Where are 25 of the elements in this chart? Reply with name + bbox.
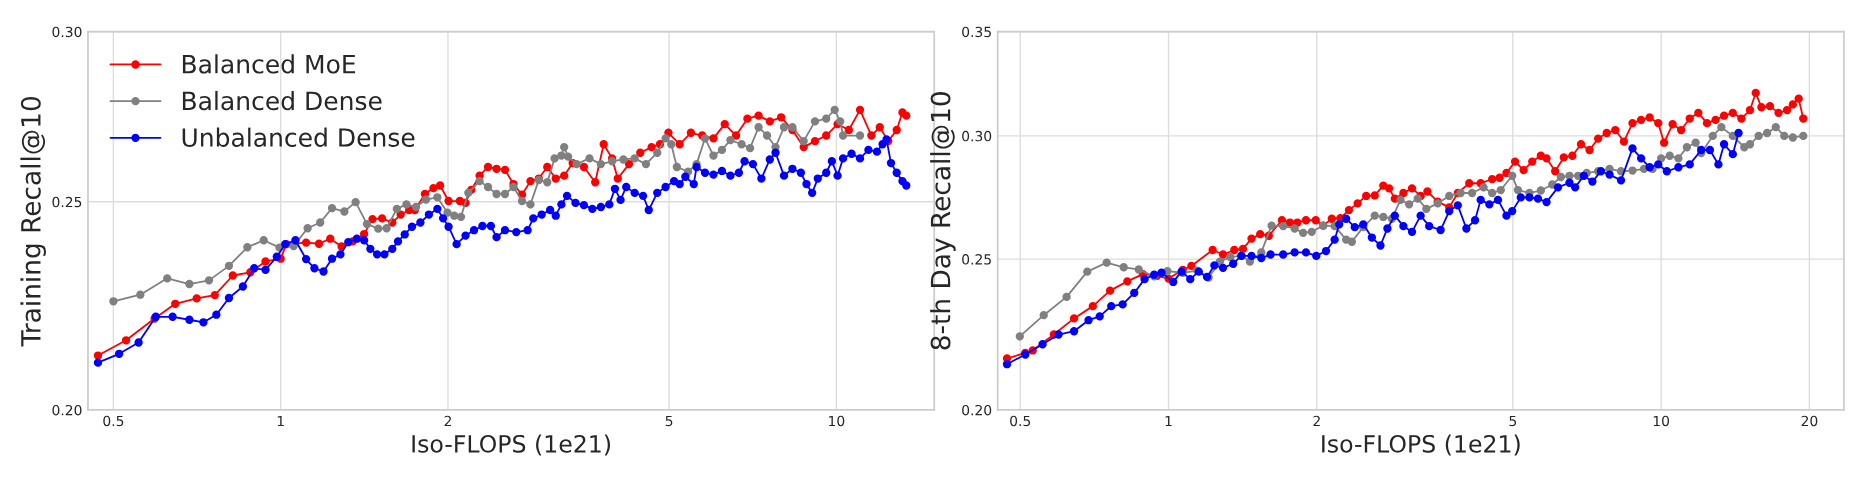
x-tick-label: 20 bbox=[1801, 415, 1818, 427]
y-tick-label: 0.25 bbox=[52, 196, 82, 208]
x-axis-title: Iso-FLOPS (1e21) bbox=[412, 434, 611, 456]
x-tick-label: 10 bbox=[1653, 415, 1670, 427]
y-axis-title: 8-th Day Recall@10 bbox=[930, 92, 956, 350]
y-tick-label: 0.20 bbox=[52, 404, 82, 416]
x-tick-label: 10 bbox=[829, 415, 845, 427]
legend-label: Balanced Dense bbox=[182, 90, 382, 111]
x-tick-label: 0.5 bbox=[103, 415, 124, 427]
x-tick-label: 5 bbox=[665, 415, 673, 427]
x-tick-label: 1 bbox=[277, 415, 284, 427]
y-tick-label: 0.35 bbox=[962, 26, 991, 38]
x-tick-label: 0.5 bbox=[1010, 415, 1031, 427]
legend-label: Unbalanced Dense bbox=[182, 127, 415, 147]
x-axis-title: Iso-FLOPS (1e21) bbox=[1322, 434, 1520, 456]
y-tick-label: 0.20 bbox=[962, 404, 992, 416]
x-tick-label: 1 bbox=[1165, 415, 1172, 427]
y-tick-label: 0.30 bbox=[962, 130, 992, 142]
y-axis-title: Training Recall@10 bbox=[20, 96, 46, 347]
x-tick-label: 2 bbox=[444, 415, 451, 427]
x-tick-label: 2 bbox=[1313, 415, 1320, 427]
y-tick-label: 0.25 bbox=[962, 254, 991, 265]
legend-label: Balanced MoE bbox=[182, 54, 356, 74]
y-tick-label: 0.30 bbox=[52, 26, 82, 38]
x-tick-label: 5 bbox=[1509, 415, 1517, 427]
